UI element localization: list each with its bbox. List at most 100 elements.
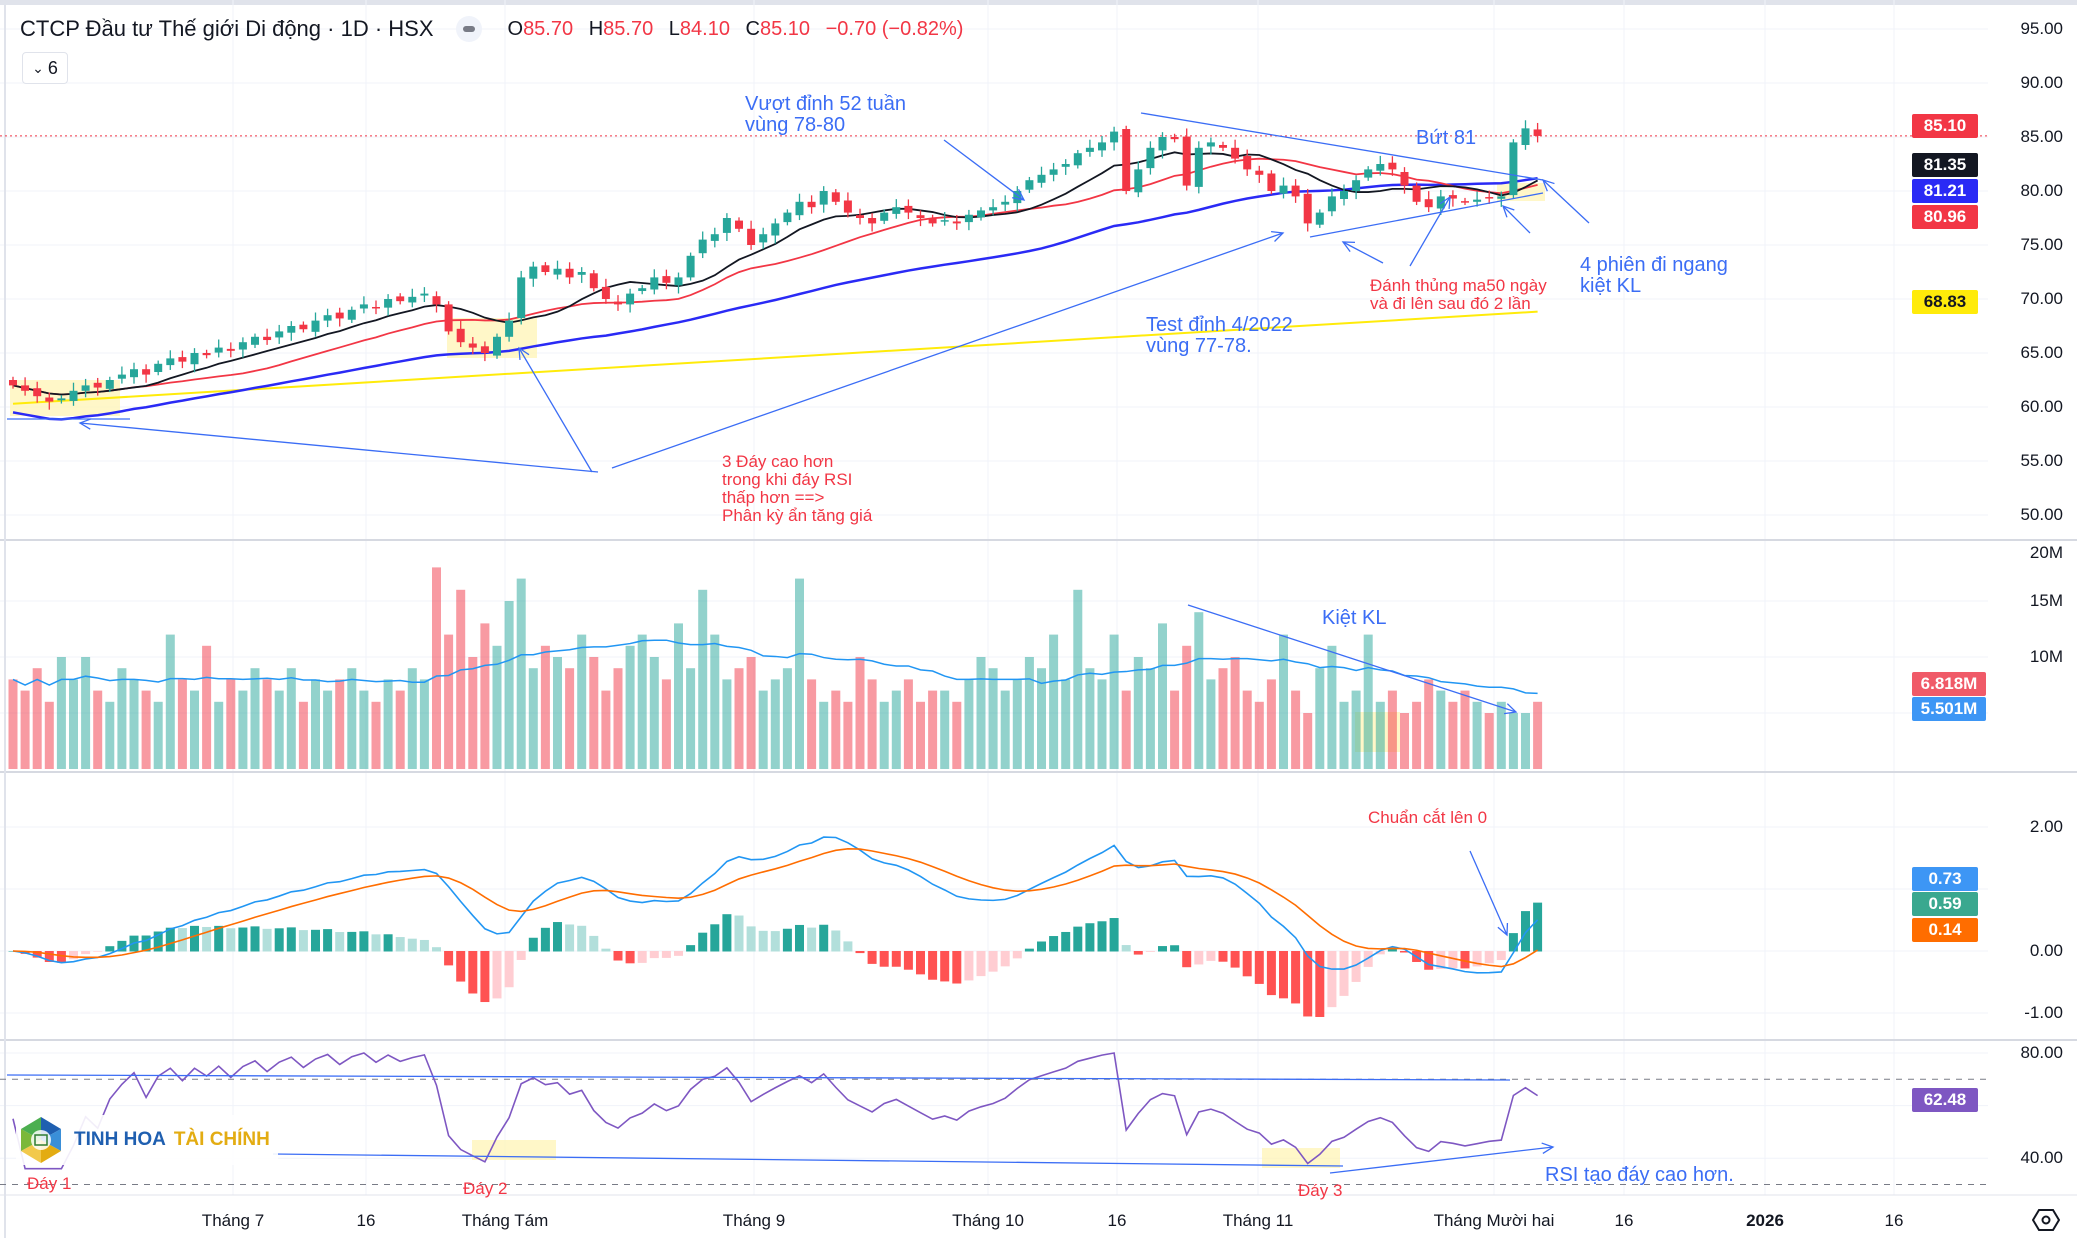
volume-bar xyxy=(105,701,115,769)
candle-body xyxy=(601,286,610,299)
volume-bar xyxy=(1230,657,1240,769)
arrow-head-icon xyxy=(1504,703,1518,715)
candle-body xyxy=(1521,128,1530,145)
candle-body xyxy=(1412,185,1421,202)
macd-histogram-bar xyxy=(202,926,212,952)
volume-bar xyxy=(940,690,950,769)
price-tag: 0.73 xyxy=(1912,867,1978,891)
volume-bar xyxy=(782,668,792,769)
market-status-icon[interactable] xyxy=(455,16,482,42)
price-axis-tick: 80.00 xyxy=(2020,181,2063,200)
annotation-volume-dry[interactable]: Kiệt KL xyxy=(1322,607,1387,629)
candle-body xyxy=(928,218,937,224)
macd-histogram-bar xyxy=(1351,951,1361,982)
symbol-title[interactable]: CTCP Đầu tư Thế giới Di động · 1D · HSX xyxy=(20,16,434,41)
candle-body xyxy=(698,239,707,254)
macd-histogram-bar xyxy=(1061,931,1071,952)
volume-bar xyxy=(456,589,466,769)
candle-body xyxy=(795,201,804,216)
candle-body xyxy=(1400,171,1409,186)
trendline xyxy=(1187,604,1517,713)
macd-histogram-bar xyxy=(214,925,224,952)
volume-bar xyxy=(928,690,938,769)
ma10-line xyxy=(12,151,1539,396)
candle-body xyxy=(69,390,78,401)
candle-body xyxy=(263,336,272,341)
candle-body xyxy=(154,363,163,373)
macd-histogram-bar xyxy=(1145,951,1155,952)
macd-histogram-bar xyxy=(456,951,466,982)
volume-bar xyxy=(1351,690,1361,769)
macd-histogram-bar xyxy=(262,928,272,952)
top-border xyxy=(0,0,2077,5)
arrow-head-icon xyxy=(1271,230,1285,242)
candle-body xyxy=(710,234,719,241)
candle-body xyxy=(771,223,780,236)
macd-histogram-bar xyxy=(274,928,284,952)
candle-body xyxy=(892,207,901,214)
volume-bar xyxy=(1508,713,1518,769)
candle-body xyxy=(1424,199,1433,208)
annotation-ma50[interactable]: Đánh thủng ma50 ngày và đi lên sau đó 2 … xyxy=(1370,276,1547,313)
volume-bar xyxy=(625,645,635,769)
annotation-day2[interactable]: Đáy 2 xyxy=(463,1179,508,1198)
annotation-day1[interactable]: Đáy 1 xyxy=(27,1174,72,1193)
rsi-axis-tick: 80.00 xyxy=(2020,1043,2063,1062)
settings-icon[interactable] xyxy=(2032,1208,2060,1232)
volume-bar xyxy=(1158,623,1167,769)
candle-body xyxy=(9,380,17,386)
macd-histogram-bar xyxy=(734,915,744,952)
candle-body xyxy=(214,347,223,353)
annotation-breakout[interactable]: Vượt đỉnh 52 tuần vùng 78-80 xyxy=(745,93,907,136)
macd-histogram-bar xyxy=(371,934,381,952)
indicators-toggle-button[interactable]: ⌄ 6 xyxy=(22,52,68,84)
macd-axis-tick: -1.00 xyxy=(2024,1003,2063,1022)
price-tag: 80.96 xyxy=(1912,205,1978,229)
candle-body xyxy=(880,212,889,221)
volume-bar xyxy=(371,701,381,769)
arrow-head-icon xyxy=(1497,922,1509,937)
price-tag: 0.59 xyxy=(1912,892,1978,916)
candle-body xyxy=(456,328,465,343)
candle-body xyxy=(843,200,852,213)
annotation-rsi-higher[interactable]: RSI tạo đáy cao hơn. xyxy=(1545,1164,1734,1186)
macd-histogram-bar xyxy=(1170,945,1180,952)
candle-body xyxy=(238,342,247,350)
macd-histogram-bar xyxy=(637,951,647,963)
macd-histogram-bar xyxy=(807,927,817,952)
candle-body xyxy=(1158,137,1167,151)
macd-histogram-bar xyxy=(395,937,405,952)
annotation-test-top[interactable]: Test đỉnh 4/2022 vùng 77-78. xyxy=(1146,314,1293,357)
macd-histogram-bar xyxy=(347,931,357,952)
annotation-but81[interactable]: Bứt 81 xyxy=(1416,127,1477,149)
volume-bar xyxy=(1315,668,1325,769)
candle-body xyxy=(1182,136,1191,186)
volume-bar xyxy=(492,645,502,769)
macd-histogram-bar xyxy=(504,951,514,988)
macd-histogram-bar xyxy=(1254,951,1264,984)
volume-bar xyxy=(1049,634,1059,769)
volume-bar xyxy=(323,690,333,769)
macd-histogram-bar xyxy=(976,951,986,977)
volume-bar xyxy=(686,668,696,769)
volume-bar xyxy=(347,668,357,769)
macd-histogram-bar xyxy=(722,914,732,952)
volume-bar xyxy=(468,657,478,769)
macd-histogram-bar xyxy=(903,951,913,970)
annotation-divergence[interactable]: 3 Đáy cao hơn trong khi đáy RSI thấp hơn… xyxy=(722,452,873,525)
trendline xyxy=(1469,850,1508,936)
candle-body xyxy=(1255,170,1264,175)
candle-body xyxy=(1001,201,1010,205)
candle-body xyxy=(468,343,477,348)
candle-body xyxy=(45,397,54,402)
volume-bar xyxy=(20,690,30,769)
macd-histogram-bar xyxy=(141,935,151,952)
arrow-head-icon xyxy=(78,418,92,430)
price-axis-tick: 65.00 xyxy=(2020,343,2063,362)
annotation-sideways[interactable]: 4 phiên đi ngang kiệt KL xyxy=(1580,254,1728,297)
annotation-day3[interactable]: Đáy 3 xyxy=(1298,1181,1343,1200)
annotation-macd-cross[interactable]: Chuẩn cắt lên 0 xyxy=(1368,808,1488,827)
volume-bar xyxy=(1327,645,1337,769)
macd-histogram-bar xyxy=(916,951,925,975)
